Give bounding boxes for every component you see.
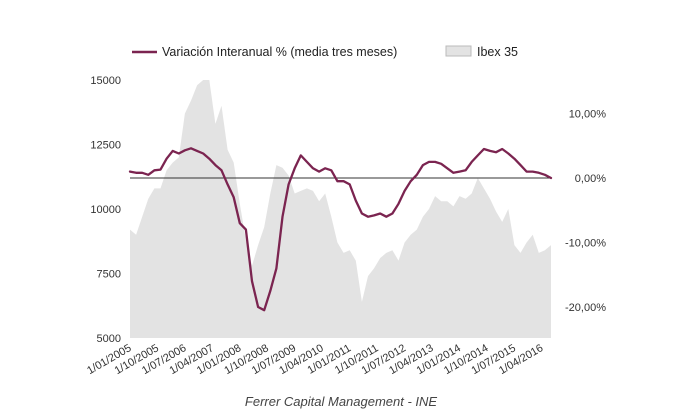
left-tick-label: 12500 [90,140,121,152]
left-tick-label: 5000 [97,333,121,345]
left-axis: 5000 7500 10000 12500 15000 [90,75,121,345]
left-tick-label: 15000 [90,75,121,87]
legend-label-ibex: Ibex 35 [477,45,518,59]
right-axis: -20,00% -10,00% 0,00% 10,00% [565,109,606,315]
legend: Variación Interanual % (media tres meses… [132,45,518,59]
right-tick-label: 0,00% [575,173,606,185]
plot-area [128,80,553,338]
ibex-area [130,80,551,338]
left-tick-label: 7500 [97,269,121,281]
x-axis: 1/01/20051/10/20051/07/20061/04/20071/01… [85,342,545,377]
legend-swatch-ibex [445,45,472,57]
variacion-line [128,147,553,312]
right-tick-label: -20,00% [565,302,606,314]
right-tick-label: -10,00% [565,238,606,250]
caption: Ferrer Capital Management - INE [245,394,438,409]
legend-label-variacion: Variación Interanual % (media tres meses… [162,45,397,59]
left-tick-label: 10000 [90,204,121,216]
right-tick-label: 10,00% [569,109,607,121]
